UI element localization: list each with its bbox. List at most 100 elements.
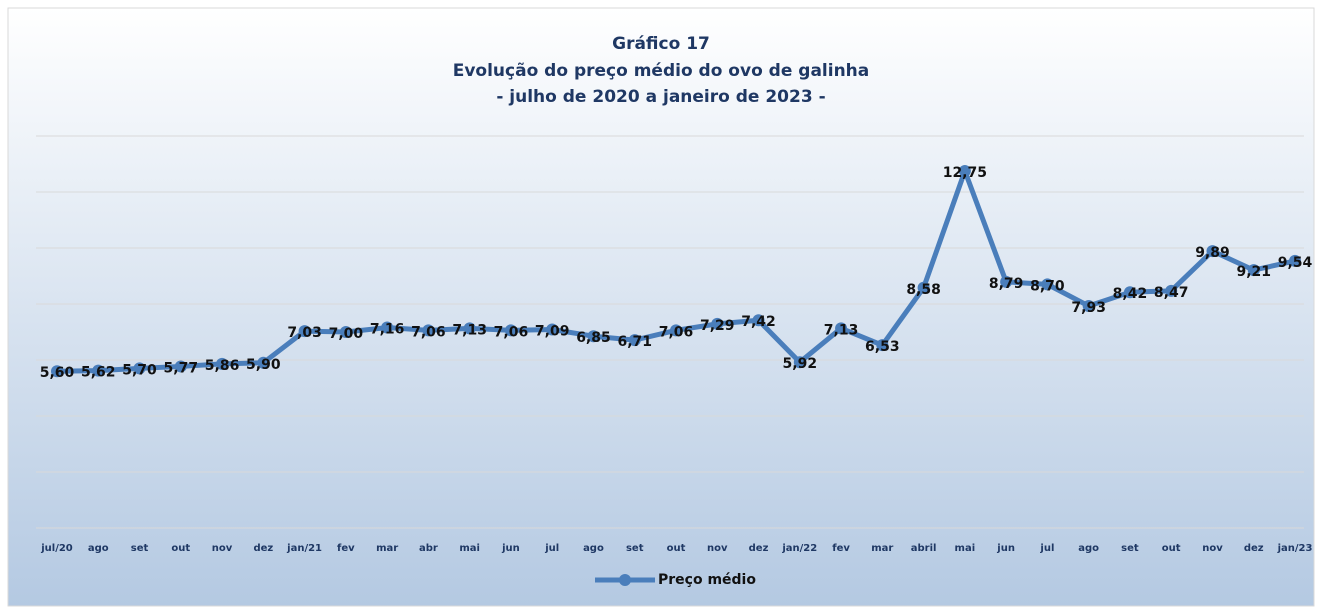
data-label: 7,13 [824, 322, 859, 338]
data-label: 7,06 [494, 324, 529, 340]
data-label: 5,70 [122, 362, 157, 378]
legend-marker [619, 574, 631, 586]
marker [1206, 245, 1219, 258]
data-label: 5,90 [246, 357, 281, 373]
marker [381, 321, 394, 334]
x-tick-label: ago [88, 543, 109, 554]
data-label: 7,29 [700, 318, 735, 334]
marker [628, 334, 641, 347]
marker [216, 357, 229, 370]
x-tick-label: mar [376, 543, 398, 554]
marker [1247, 264, 1260, 277]
marker [587, 330, 600, 343]
x-tick-label: abr [419, 543, 438, 554]
x-tick-label: ago [1078, 543, 1099, 554]
marker [504, 324, 517, 337]
marker [339, 326, 352, 338]
data-label: 7,42 [741, 314, 776, 330]
data-label: 5,77 [164, 360, 199, 376]
x-tick-label: nov [212, 543, 233, 554]
marker [463, 322, 476, 335]
marker [422, 324, 435, 337]
marker [958, 165, 971, 177]
x-tick-label: abril [911, 543, 937, 554]
legend-label: Preço médio [658, 572, 756, 588]
marker [752, 314, 765, 327]
x-tick-label: jan/21 [286, 543, 322, 554]
data-label: 8,42 [1113, 286, 1148, 302]
x-tick-label: out [667, 543, 686, 554]
marker [257, 356, 270, 369]
marker [174, 360, 187, 373]
x-tick-label: fev [337, 543, 355, 554]
marker [546, 323, 559, 336]
x-tick-label: jun [501, 543, 520, 554]
x-tick-label: jan/23 [1277, 543, 1313, 554]
data-label: 6,71 [617, 334, 652, 350]
marker [1000, 275, 1013, 288]
x-tick-label: jul [1039, 543, 1054, 554]
data-label: 7,00 [329, 326, 364, 342]
marker [133, 362, 146, 375]
marker [298, 325, 311, 338]
marker [92, 364, 105, 377]
data-label: 8,70 [1030, 278, 1065, 294]
x-tick-label: jul/20 [40, 543, 73, 554]
marker [670, 324, 682, 337]
data-label: 9,89 [1195, 245, 1230, 261]
data-label: 6,85 [576, 330, 611, 346]
marker [711, 317, 724, 330]
chart-title: Gráfico 17 [612, 34, 710, 54]
x-tick-label: fev [832, 543, 850, 554]
data-label: 7,06 [411, 324, 446, 340]
data-label: 7,03 [287, 325, 322, 341]
data-label: 9,21 [1236, 264, 1271, 280]
x-tick-label: set [626, 543, 644, 554]
x-tick-label: jun [996, 543, 1015, 554]
data-label: 7,09 [535, 323, 570, 339]
x-tick-label: mai [459, 543, 480, 554]
data-label: 5,62 [81, 365, 116, 381]
x-tick-label: mai [955, 543, 976, 554]
x-tick-label: dez [749, 543, 769, 554]
data-label: 7,06 [659, 324, 694, 340]
data-label: 5,92 [783, 356, 818, 372]
data-label: 5,60 [40, 365, 75, 381]
marker [51, 365, 63, 378]
marker [1165, 284, 1178, 297]
x-tick-label: nov [1202, 543, 1223, 554]
marker [835, 322, 848, 335]
x-tick-label: dez [1244, 543, 1264, 554]
chart-subtitle: - julho de 2020 a janeiro de 2023 - [496, 87, 825, 107]
data-label: 12,75 [943, 165, 987, 181]
data-label: 8,58 [906, 282, 941, 298]
marker [876, 339, 889, 352]
data-label: 5,86 [205, 358, 240, 374]
x-tick-label: mar [871, 543, 893, 554]
marker [1123, 286, 1136, 299]
x-tick-label: jul [544, 543, 559, 554]
data-label: 8,79 [989, 276, 1024, 292]
x-tick-label: ago [583, 543, 604, 554]
data-label: 7,93 [1071, 300, 1106, 316]
x-tick-label: jan/22 [781, 543, 817, 554]
marker [1289, 254, 1301, 267]
data-label: 8,47 [1154, 285, 1189, 301]
marker [1041, 278, 1054, 291]
x-tick-label: set [1121, 543, 1139, 554]
data-label: 6,53 [865, 339, 900, 355]
x-tick-label: out [1162, 543, 1181, 554]
data-label: 9,54 [1278, 255, 1313, 271]
x-tick-label: nov [707, 543, 728, 554]
chart-subtitle: Evolução do preço médio do ovo de galinh… [453, 61, 870, 81]
x-tick-label: out [171, 543, 190, 554]
marker [1082, 299, 1095, 312]
marker [793, 356, 806, 369]
data-label: 7,13 [452, 322, 487, 338]
x-tick-label: dez [253, 543, 273, 554]
chart-area [7, 7, 1315, 607]
data-label: 7,16 [370, 322, 405, 338]
marker [917, 281, 930, 294]
x-tick-label: set [131, 543, 149, 554]
